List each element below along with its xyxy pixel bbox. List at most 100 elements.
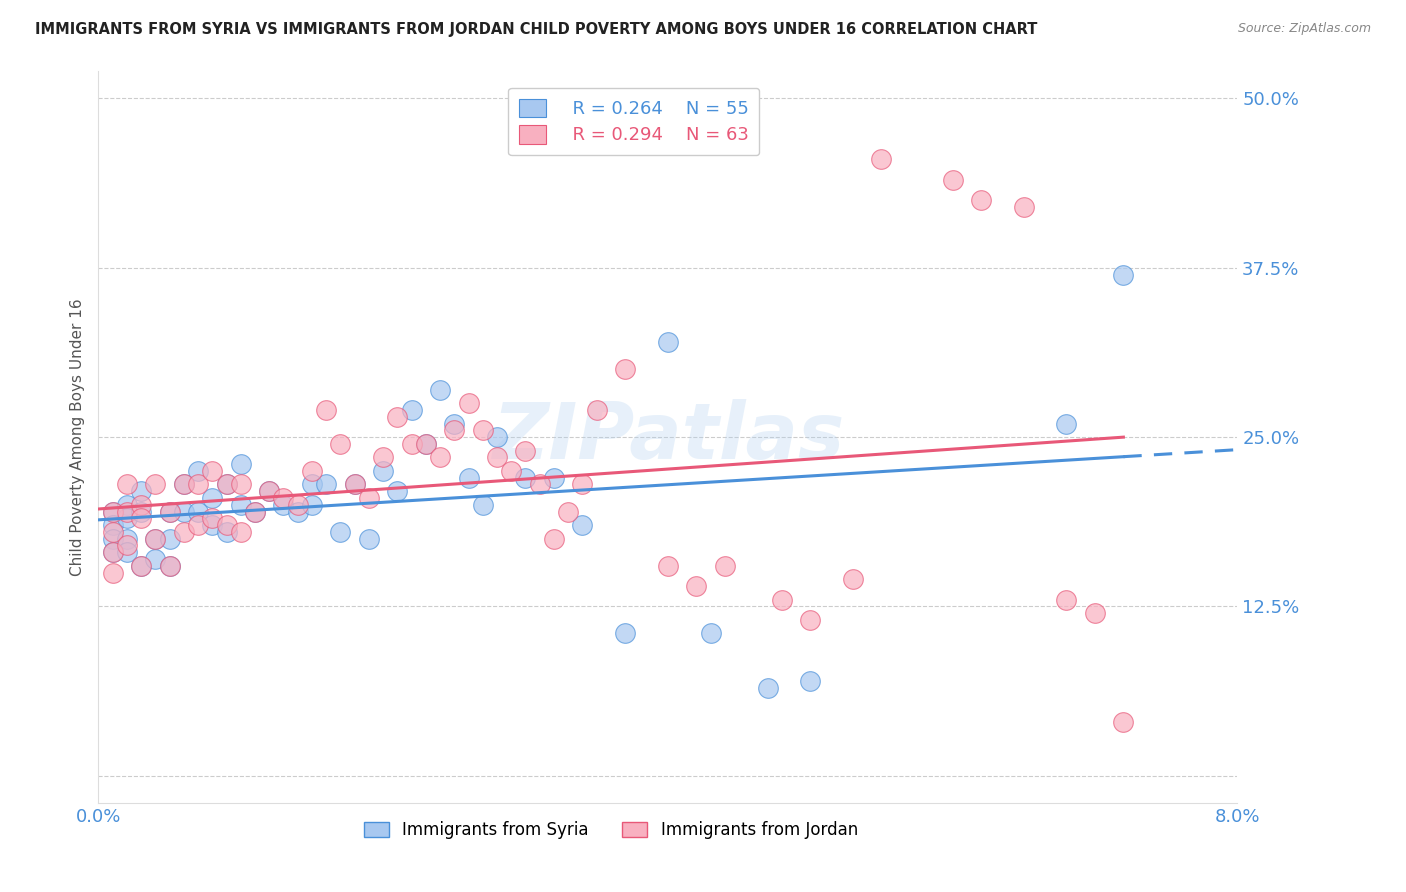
Point — [159, 505, 181, 519]
Point — [229, 457, 252, 471]
Point — [770, 592, 793, 607]
Point — [1112, 714, 1135, 729]
Point — [129, 511, 152, 525]
Point — [443, 417, 465, 431]
Point — [387, 409, 409, 424]
Text: Source: ZipAtlas.com: Source: ZipAtlas.com — [1237, 22, 1371, 36]
Point — [215, 477, 238, 491]
Point — [571, 518, 593, 533]
Point — [187, 464, 209, 478]
Point — [173, 505, 195, 519]
Point — [229, 498, 252, 512]
Point — [301, 498, 323, 512]
Point — [101, 524, 124, 539]
Point — [315, 477, 337, 491]
Point — [115, 538, 138, 552]
Point — [870, 153, 893, 167]
Point — [159, 558, 181, 573]
Point — [287, 498, 309, 512]
Point — [457, 396, 479, 410]
Point — [159, 558, 181, 573]
Point — [515, 471, 537, 485]
Point — [799, 613, 821, 627]
Point — [173, 477, 195, 491]
Point — [129, 505, 152, 519]
Point — [486, 430, 509, 444]
Point — [357, 532, 380, 546]
Point — [1012, 200, 1035, 214]
Point — [557, 505, 579, 519]
Y-axis label: Child Poverty Among Boys Under 16: Child Poverty Among Boys Under 16 — [69, 298, 84, 576]
Point — [614, 626, 637, 640]
Point — [457, 471, 479, 485]
Point — [101, 545, 124, 559]
Point — [657, 335, 679, 350]
Point — [842, 572, 865, 586]
Point — [243, 505, 266, 519]
Point — [145, 552, 167, 566]
Point — [115, 498, 138, 512]
Point — [129, 558, 152, 573]
Point — [145, 477, 167, 491]
Point — [443, 423, 465, 437]
Point — [101, 545, 124, 559]
Point — [471, 498, 494, 512]
Point — [187, 505, 209, 519]
Point — [201, 518, 224, 533]
Point — [145, 532, 167, 546]
Point — [1056, 592, 1078, 607]
Point — [685, 579, 707, 593]
Point — [201, 464, 224, 478]
Point — [229, 524, 252, 539]
Point — [401, 437, 423, 451]
Point — [215, 518, 238, 533]
Point — [357, 491, 380, 505]
Point — [585, 403, 607, 417]
Point — [543, 532, 565, 546]
Point — [201, 491, 224, 505]
Point — [301, 464, 323, 478]
Point — [486, 450, 509, 465]
Point — [471, 423, 494, 437]
Point — [129, 484, 152, 499]
Point — [101, 518, 124, 533]
Point — [543, 471, 565, 485]
Point — [387, 484, 409, 499]
Point — [145, 532, 167, 546]
Point — [371, 450, 394, 465]
Point — [970, 193, 993, 207]
Point — [329, 437, 352, 451]
Point — [657, 558, 679, 573]
Point — [115, 545, 138, 559]
Point — [401, 403, 423, 417]
Point — [429, 383, 451, 397]
Point — [259, 484, 281, 499]
Point — [371, 464, 394, 478]
Point — [115, 532, 138, 546]
Point — [187, 477, 209, 491]
Point — [714, 558, 737, 573]
Point — [799, 673, 821, 688]
Point — [229, 477, 252, 491]
Point — [173, 524, 195, 539]
Point — [187, 518, 209, 533]
Point — [301, 477, 323, 491]
Point — [329, 524, 352, 539]
Point — [129, 498, 152, 512]
Point — [273, 491, 295, 505]
Point — [115, 511, 138, 525]
Point — [942, 172, 965, 186]
Point — [315, 403, 337, 417]
Point — [243, 505, 266, 519]
Point — [129, 558, 152, 573]
Point — [215, 477, 238, 491]
Point — [529, 477, 551, 491]
Legend: Immigrants from Syria, Immigrants from Jordan: Immigrants from Syria, Immigrants from J… — [357, 814, 865, 846]
Point — [287, 505, 309, 519]
Point — [101, 505, 124, 519]
Point — [429, 450, 451, 465]
Point — [115, 477, 138, 491]
Point — [571, 477, 593, 491]
Point — [259, 484, 281, 499]
Text: IMMIGRANTS FROM SYRIA VS IMMIGRANTS FROM JORDAN CHILD POVERTY AMONG BOYS UNDER 1: IMMIGRANTS FROM SYRIA VS IMMIGRANTS FROM… — [35, 22, 1038, 37]
